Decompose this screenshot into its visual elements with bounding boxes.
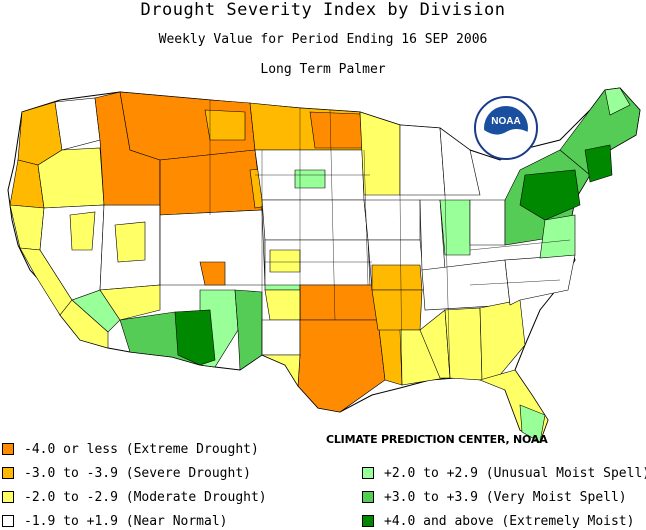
legend-item-moderate-drought: -2.0 to -2.9 (Moderate Drought) <box>2 489 267 505</box>
division-maine-north <box>604 87 631 116</box>
legend-item-severe-drought: -3.0 to -3.9 (Severe Drought) <box>2 465 251 481</box>
division-borders <box>159 100 571 386</box>
legend-label: +2.0 to +2.9 (Unusual Moist Spell) <box>384 465 646 481</box>
legend-label: -2.0 to -2.9 (Moderate Drought) <box>24 489 267 505</box>
legend-swatch <box>2 491 14 503</box>
division-mo-south <box>371 264 423 291</box>
legend-item-unusual-moist: +2.0 to +2.9 (Unusual Moist Spell) <box>362 465 646 481</box>
division-tx-panhandle <box>261 319 301 356</box>
division-va-md <box>539 214 576 259</box>
legend-swatch <box>362 491 374 503</box>
map-title: Drought Severity Index by Division <box>140 0 506 20</box>
division-ga <box>479 299 526 381</box>
division-az-se <box>174 309 216 366</box>
division-oh <box>469 199 506 246</box>
division-wy <box>159 149 263 216</box>
noaa-logo-text: NOAA <box>491 116 520 127</box>
division-in <box>439 199 471 256</box>
legend-swatch <box>2 443 14 455</box>
period-subtitle: Weekly Value for Period Ending 16 SEP 20… <box>158 32 488 47</box>
division-az-north <box>99 284 161 321</box>
index-name: Long Term Palmer <box>260 62 386 77</box>
division-sd-central <box>294 169 326 189</box>
legend-label: -3.0 to -3.9 (Severe Drought) <box>24 465 251 481</box>
division-ut-central <box>114 221 146 263</box>
legend-item-very-moist: +3.0 to +3.9 (Very Moist Spell) <box>362 489 627 505</box>
division-mi <box>439 127 481 196</box>
division-ne <box>261 199 369 241</box>
legend-swatch <box>2 467 14 479</box>
division-nv-south <box>69 211 96 251</box>
credit-label: CLIMATE PREDICTION CENTER, NOAA <box>326 433 548 446</box>
legend-label: +3.0 to +3.9 (Very Moist Spell) <box>384 489 627 505</box>
legend-swatch <box>2 515 14 527</box>
noaa-logo-icon: NOAA <box>474 96 538 164</box>
legend-swatch <box>362 467 374 479</box>
division-ok <box>299 284 379 321</box>
division-ia <box>363 199 421 241</box>
division-nd-east <box>309 111 363 149</box>
division-tx-south <box>261 354 301 387</box>
division-ca-south <box>59 299 109 349</box>
division-fl-south <box>519 404 546 443</box>
division-ca-north <box>9 204 45 251</box>
us-drought-map <box>7 87 641 443</box>
legend-swatch <box>362 515 374 527</box>
legend-label: -4.0 or less (Extreme Drought) <box>24 441 259 457</box>
division-ks-central <box>269 249 301 273</box>
division-new-england-south <box>584 144 613 183</box>
division-ar <box>371 289 423 331</box>
legend-label: -1.9 to +1.9 (Near Normal) <box>24 513 228 529</box>
legend-label: +4.0 and above (Extremely Moist) <box>384 513 635 529</box>
division-nm-central <box>234 289 263 371</box>
division-mn <box>359 111 401 196</box>
division-al <box>444 307 483 381</box>
division-ok-west <box>264 289 301 321</box>
legend-item-extreme-drought: -4.0 or less (Extreme Drought) <box>2 441 259 457</box>
division-mt-east <box>204 109 246 141</box>
division-co-west <box>199 261 226 286</box>
legend-item-near-normal: -1.9 to +1.9 (Near Normal) <box>2 513 228 529</box>
division-ny-core <box>519 169 581 221</box>
division-wi <box>399 124 446 196</box>
division-tx-central <box>297 319 386 413</box>
legend-item-extremely-moist: +4.0 and above (Extremely Moist) <box>362 513 634 529</box>
